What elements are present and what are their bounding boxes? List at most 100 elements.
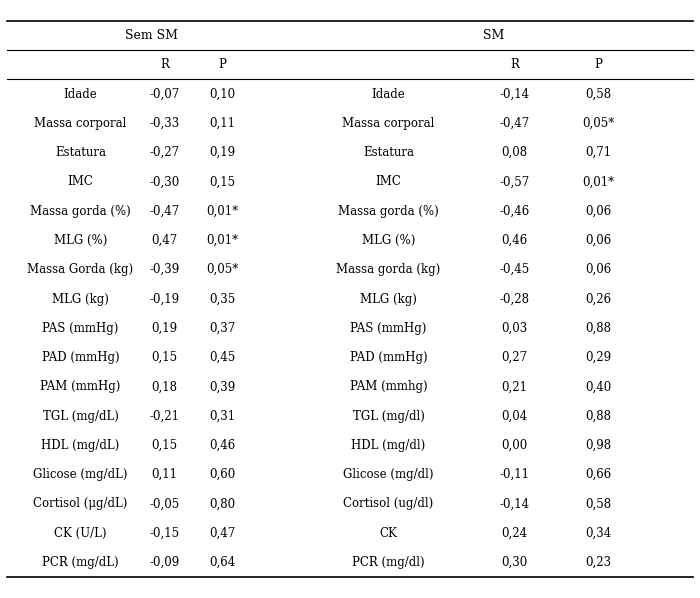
Text: -0,14: -0,14 — [499, 87, 530, 100]
Text: Cortisol (μg/dL): Cortisol (μg/dL) — [34, 498, 127, 511]
Text: 0,39: 0,39 — [209, 380, 236, 393]
Text: -0,47: -0,47 — [499, 117, 530, 130]
Text: 0,19: 0,19 — [151, 322, 178, 335]
Text: 0,10: 0,10 — [209, 87, 236, 100]
Text: PAS (mmHg): PAS (mmHg) — [350, 322, 427, 335]
Text: 0,47: 0,47 — [151, 234, 178, 247]
Text: 0,58: 0,58 — [585, 498, 612, 511]
Text: Massa Gorda (kg): Massa Gorda (kg) — [27, 263, 134, 276]
Text: 0,58: 0,58 — [585, 87, 612, 100]
Text: HDL (mg/dl): HDL (mg/dl) — [351, 439, 426, 452]
Text: Massa corporal: Massa corporal — [342, 117, 435, 130]
Text: MLG (kg): MLG (kg) — [52, 292, 109, 306]
Text: R: R — [510, 59, 519, 71]
Text: 0,01*: 0,01* — [206, 205, 239, 218]
Text: -0,07: -0,07 — [149, 87, 180, 100]
Text: CK: CK — [379, 527, 398, 539]
Text: Sem SM: Sem SM — [125, 29, 178, 42]
Text: Estatura: Estatura — [55, 146, 106, 159]
Text: 0,03: 0,03 — [501, 322, 528, 335]
Text: CK (U/L): CK (U/L) — [55, 527, 106, 539]
Text: 0,21: 0,21 — [501, 380, 528, 393]
Text: 0,40: 0,40 — [585, 380, 612, 393]
Text: -0,14: -0,14 — [499, 498, 530, 511]
Text: PAM (mmHg): PAM (mmHg) — [41, 380, 120, 393]
Text: 0,18: 0,18 — [151, 380, 178, 393]
Text: 0,71: 0,71 — [585, 146, 612, 159]
Text: 0,45: 0,45 — [209, 351, 236, 364]
Text: 0,15: 0,15 — [151, 351, 178, 364]
Text: 0,46: 0,46 — [209, 439, 236, 452]
Text: 0,06: 0,06 — [585, 234, 612, 247]
Text: MLG (%): MLG (%) — [54, 234, 107, 247]
Text: 0,04: 0,04 — [501, 410, 528, 423]
Text: 0,98: 0,98 — [585, 439, 612, 452]
Text: 0,66: 0,66 — [585, 468, 612, 481]
Text: 0,01*: 0,01* — [206, 234, 239, 247]
Text: 0,46: 0,46 — [501, 234, 528, 247]
Text: Massa corporal: Massa corporal — [34, 117, 127, 130]
Text: SM: SM — [483, 29, 504, 42]
Text: 0,34: 0,34 — [585, 527, 612, 539]
Text: -0,46: -0,46 — [499, 205, 530, 218]
Text: 0,26: 0,26 — [585, 292, 612, 306]
Text: -0,05: -0,05 — [149, 498, 180, 511]
Text: MLG (kg): MLG (kg) — [360, 292, 417, 306]
Text: 0,47: 0,47 — [209, 527, 236, 539]
Text: -0,45: -0,45 — [499, 263, 530, 276]
Text: 0,19: 0,19 — [209, 146, 236, 159]
Text: -0,15: -0,15 — [149, 527, 180, 539]
Text: IMC: IMC — [376, 175, 401, 188]
Text: 0,30: 0,30 — [501, 556, 528, 569]
Text: 0,29: 0,29 — [585, 351, 612, 364]
Text: 0,01*: 0,01* — [582, 175, 615, 188]
Text: TGL (mg/dl): TGL (mg/dl) — [353, 410, 424, 423]
Text: 0,05*: 0,05* — [582, 117, 615, 130]
Text: -0,57: -0,57 — [499, 175, 530, 188]
Text: PAM (mmhg): PAM (mmhg) — [350, 380, 427, 393]
Text: Massa gorda (%): Massa gorda (%) — [30, 205, 131, 218]
Text: 0,37: 0,37 — [209, 322, 236, 335]
Text: Idade: Idade — [64, 87, 97, 100]
Text: Idade: Idade — [372, 87, 405, 100]
Text: Glicose (mg/dL): Glicose (mg/dL) — [34, 468, 127, 481]
Text: 0,11: 0,11 — [209, 117, 236, 130]
Text: -0,47: -0,47 — [149, 205, 180, 218]
Text: PAD (mmHg): PAD (mmHg) — [350, 351, 427, 364]
Text: Cortisol (ug/dl): Cortisol (ug/dl) — [344, 498, 433, 511]
Text: 0,35: 0,35 — [209, 292, 236, 306]
Text: 0,80: 0,80 — [209, 498, 236, 511]
Text: 0,11: 0,11 — [151, 468, 178, 481]
Text: -0,27: -0,27 — [149, 146, 180, 159]
Text: 0,08: 0,08 — [501, 146, 528, 159]
Text: 0,64: 0,64 — [209, 556, 236, 569]
Text: PCR (mg/dl): PCR (mg/dl) — [352, 556, 425, 569]
Text: 0,23: 0,23 — [585, 556, 612, 569]
Text: Massa gorda (kg): Massa gorda (kg) — [337, 263, 440, 276]
Text: Glicose (mg/dl): Glicose (mg/dl) — [343, 468, 434, 481]
Text: IMC: IMC — [68, 175, 93, 188]
Text: 0,06: 0,06 — [585, 205, 612, 218]
Text: P: P — [594, 59, 603, 71]
Text: -0,19: -0,19 — [149, 292, 180, 306]
Text: 0,88: 0,88 — [585, 410, 612, 423]
Text: 0,27: 0,27 — [501, 351, 528, 364]
Text: 0,05*: 0,05* — [206, 263, 239, 276]
Text: 0,60: 0,60 — [209, 468, 236, 481]
Text: PAS (mmHg): PAS (mmHg) — [42, 322, 119, 335]
Text: PCR (mg/dL): PCR (mg/dL) — [42, 556, 119, 569]
Text: HDL (mg/dL): HDL (mg/dL) — [41, 439, 120, 452]
Text: Massa gorda (%): Massa gorda (%) — [338, 205, 439, 218]
Text: PAD (mmHg): PAD (mmHg) — [42, 351, 119, 364]
Text: -0,09: -0,09 — [149, 556, 180, 569]
Text: MLG (%): MLG (%) — [362, 234, 415, 247]
Text: 0,31: 0,31 — [209, 410, 236, 423]
Text: R: R — [160, 59, 169, 71]
Text: TGL (mg/dL): TGL (mg/dL) — [43, 410, 118, 423]
Text: 0,06: 0,06 — [585, 263, 612, 276]
Text: P: P — [218, 59, 227, 71]
Text: -0,33: -0,33 — [149, 117, 180, 130]
Text: 0,24: 0,24 — [501, 527, 528, 539]
Text: Estatura: Estatura — [363, 146, 414, 159]
Text: -0,21: -0,21 — [150, 410, 179, 423]
